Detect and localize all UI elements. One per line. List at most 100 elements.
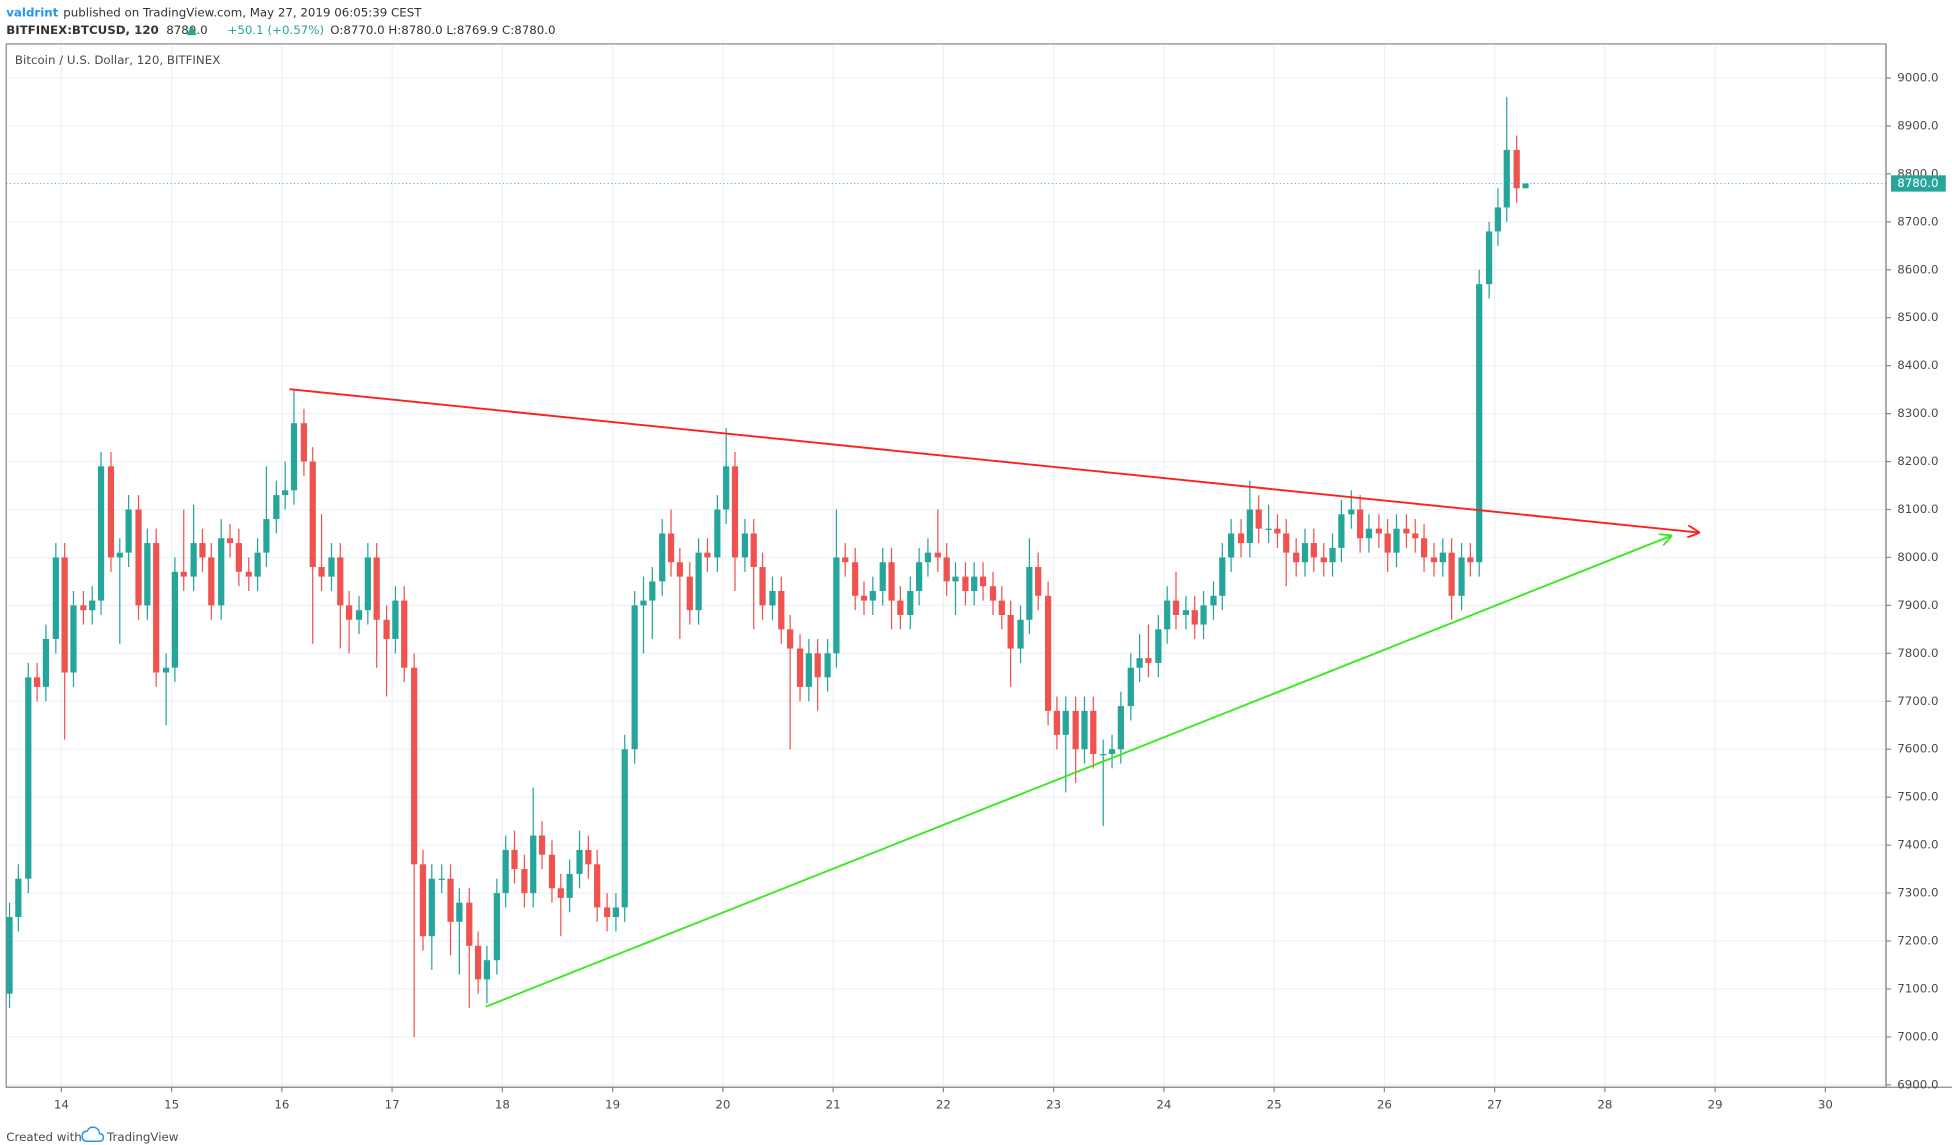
brand-logo[interactable] bbox=[81, 1126, 105, 1142]
candle-body bbox=[1403, 528, 1410, 534]
candle-body bbox=[153, 543, 160, 673]
candle-body bbox=[814, 653, 821, 678]
x-tick-label: 14 bbox=[54, 1097, 69, 1111]
candle-body bbox=[962, 576, 969, 592]
candle-body bbox=[1430, 557, 1438, 563]
grid bbox=[6, 43, 1887, 1088]
candle-body bbox=[226, 538, 234, 544]
candle-body bbox=[704, 552, 711, 558]
candle-body bbox=[631, 605, 638, 750]
header-line-2: BITFINEX:BTCUSD, 120 8780.0 +50.1 (+0.57%)… bbox=[6, 23, 555, 37]
candle-body bbox=[493, 893, 500, 961]
candle-body bbox=[640, 600, 647, 606]
candle-body bbox=[502, 849, 509, 894]
candle-body bbox=[1283, 533, 1290, 553]
x-tick-label: 22 bbox=[936, 1097, 951, 1111]
y-tick-label: 7900.0 bbox=[1897, 598, 1938, 612]
candle-body bbox=[61, 557, 68, 673]
candle-body bbox=[741, 533, 749, 558]
candle-body bbox=[42, 638, 50, 687]
candle-body bbox=[290, 423, 298, 491]
chart-title: Bitcoin / U.S. Dollar, 120, BITFINEX bbox=[15, 53, 220, 67]
symbol: BITFINEX:BTCUSD, 120 bbox=[6, 23, 159, 37]
candle-body bbox=[1017, 619, 1024, 649]
x-tick-label: 16 bbox=[274, 1097, 289, 1111]
candle-body bbox=[676, 562, 683, 577]
candle-body bbox=[1081, 710, 1088, 750]
candle-body bbox=[659, 533, 666, 582]
candle-body bbox=[979, 576, 987, 587]
trendline bbox=[485, 536, 1671, 1008]
candle-body bbox=[1476, 284, 1483, 563]
last-price-box bbox=[1891, 175, 1946, 192]
candle-body bbox=[714, 509, 721, 558]
candle-body bbox=[971, 576, 978, 592]
candle-body bbox=[447, 878, 454, 922]
candle-body bbox=[273, 495, 280, 520]
candle-body bbox=[235, 543, 242, 572]
candle-body bbox=[1246, 509, 1253, 544]
change: +50.1 (+0.57%) bbox=[228, 23, 325, 37]
candle-body bbox=[89, 600, 96, 611]
candle-body bbox=[879, 562, 886, 592]
candle-body bbox=[1182, 610, 1190, 615]
author: valdrint bbox=[6, 5, 58, 19]
trendline bbox=[289, 388, 1699, 532]
candle-body bbox=[869, 591, 876, 601]
high: H:8780.0 bbox=[388, 23, 442, 37]
candle-body bbox=[842, 557, 849, 563]
candle-body bbox=[428, 878, 435, 937]
x-tick-label: 29 bbox=[1708, 1097, 1723, 1111]
candle-body bbox=[25, 677, 32, 879]
candle-body bbox=[769, 591, 776, 606]
candle-body bbox=[1503, 149, 1510, 208]
candle-body bbox=[1072, 710, 1079, 750]
candle-body bbox=[1393, 528, 1400, 553]
y-tick-label: 7700.0 bbox=[1897, 694, 1938, 708]
header-line-1: valdrint published on TradingView.com, Ma… bbox=[6, 5, 422, 19]
candle-body bbox=[1090, 710, 1097, 755]
candle-body bbox=[1044, 595, 1052, 711]
candle-body bbox=[466, 902, 473, 946]
candle-body bbox=[1274, 528, 1281, 534]
candle-body bbox=[860, 595, 868, 601]
candle-body bbox=[1293, 552, 1300, 563]
candle-body bbox=[474, 945, 482, 980]
up-arrow-icon bbox=[186, 25, 197, 36]
last: 8780.0 bbox=[166, 23, 207, 37]
candle-body bbox=[907, 591, 914, 615]
candle-body bbox=[364, 557, 371, 611]
y-tick-label: 8400.0 bbox=[1897, 358, 1938, 372]
y-tick-label: 7200.0 bbox=[1897, 933, 1938, 947]
x-tick-label: 30 bbox=[1818, 1097, 1833, 1111]
candle-body bbox=[1007, 614, 1014, 649]
candle-body bbox=[759, 567, 766, 606]
candle-body bbox=[787, 629, 794, 649]
y-tick-label: 7600.0 bbox=[1897, 742, 1938, 756]
y-tick-label: 9000.0 bbox=[1897, 70, 1938, 84]
candle-body bbox=[1219, 557, 1226, 596]
open: O:8770.0 bbox=[330, 23, 384, 37]
x-tick-label: 19 bbox=[605, 1097, 620, 1111]
candle-body bbox=[1513, 149, 1520, 189]
candle-body bbox=[171, 571, 179, 668]
candle-body bbox=[282, 490, 289, 496]
x-tick-label: 24 bbox=[1156, 1097, 1171, 1111]
candle-body bbox=[576, 849, 583, 874]
candle-body bbox=[1420, 538, 1428, 558]
candle-body bbox=[373, 557, 380, 620]
x-tick-label: 27 bbox=[1487, 1097, 1502, 1111]
candle-body bbox=[328, 557, 335, 577]
x-tick-label: 18 bbox=[495, 1097, 510, 1111]
low: L:8769.9 bbox=[446, 23, 498, 37]
candle-body bbox=[456, 902, 463, 922]
candle-body bbox=[511, 849, 518, 870]
y-tick-label: 8700.0 bbox=[1897, 214, 1938, 228]
candle-body bbox=[1191, 610, 1198, 625]
candle-body bbox=[1053, 710, 1061, 735]
candle-body bbox=[585, 849, 592, 865]
candle-body bbox=[686, 576, 693, 611]
footer-brand[interactable]: TradingView bbox=[106, 1130, 179, 1144]
